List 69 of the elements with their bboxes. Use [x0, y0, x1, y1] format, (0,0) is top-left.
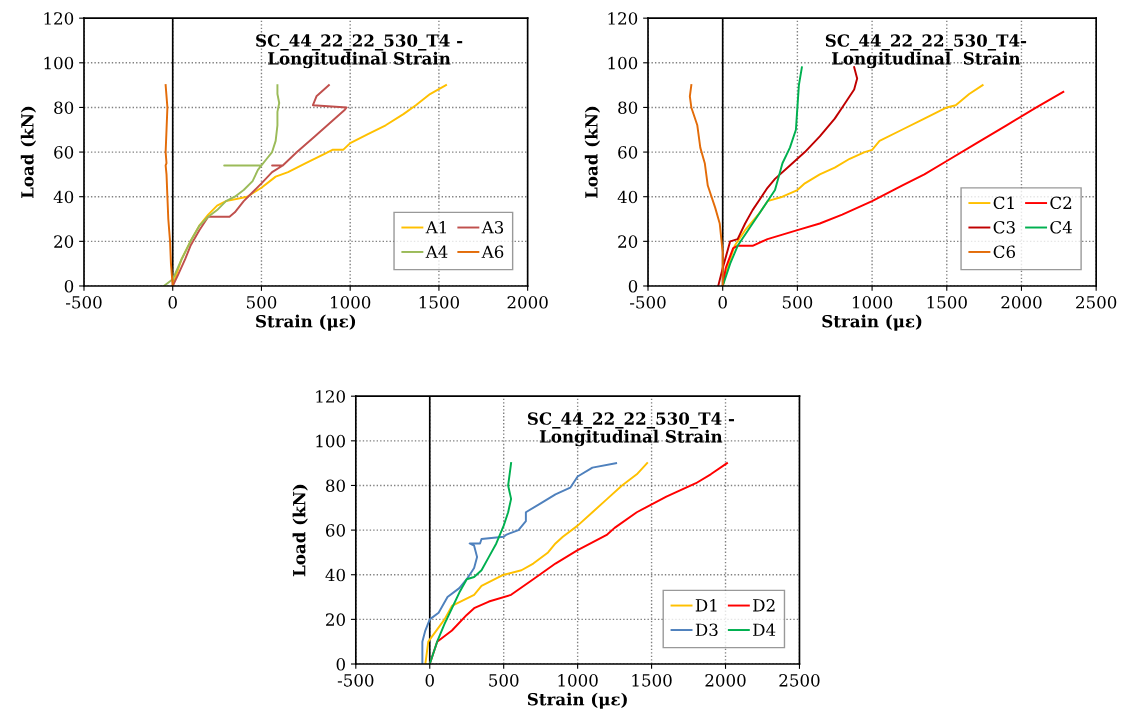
- x-tick-label: 1500: [927, 296, 967, 309]
- x-tick-label: 1000: [558, 674, 598, 687]
- legend-label: D2: [753, 599, 775, 612]
- y-tick-label: 40: [53, 190, 74, 204]
- legend-label: C1: [993, 196, 1014, 210]
- x-tick-label: 500: [489, 674, 519, 687]
- line-series: [162, 84, 281, 286]
- y-tick-label: 100: [608, 56, 638, 70]
- x-axis-title: Strain (με): [256, 314, 356, 331]
- y-tick-label: 80: [54, 101, 74, 115]
- legend-label: A1: [425, 220, 446, 234]
- legend-label: D4: [753, 623, 776, 636]
- legend-label: C6: [993, 245, 1016, 259]
- x-tick-label: -500: [630, 296, 666, 309]
- y-tick-label: 0: [628, 279, 638, 293]
- line-series: [164, 84, 174, 286]
- y-tick-label: 20: [54, 235, 74, 248]
- y-tick-label: 0: [336, 657, 345, 671]
- x-tick-label: 2000: [507, 296, 548, 309]
- y-tick-label: 60: [54, 146, 74, 159]
- x-tick-label: 2000: [705, 674, 746, 687]
- y-tick-label: 120: [44, 12, 74, 25]
- x-axis-title: Strain (με): [527, 692, 627, 709]
- y-tick-label: 20: [618, 235, 638, 248]
- y-tick-label: 100: [316, 434, 345, 448]
- text: SC_44_22_22_530_T4 - Longitudinal Strain: [527, 412, 734, 447]
- x-tick-label: 1500: [419, 296, 460, 309]
- y-tick-label: 40: [617, 190, 638, 204]
- text: SC_44_22_22_530_T4- Longitudinal Strain: [825, 34, 1027, 69]
- x-tick-label: 1500: [632, 674, 672, 687]
- x-tick-label: 500: [246, 296, 277, 309]
- legend-label: C3: [993, 220, 1015, 234]
- legend-label: C2: [1050, 196, 1072, 210]
- text: SC_44_22_22_530_T4 - Longitudinal Strain: [256, 34, 463, 69]
- x-tick-label: 1000: [852, 296, 893, 309]
- y-tick-label: 40: [325, 568, 345, 582]
- x-tick-label: 2500: [1076, 296, 1117, 309]
- y-tick-label: 60: [326, 524, 345, 537]
- line-series: [171, 84, 348, 286]
- x-tick-label: 0: [425, 674, 434, 687]
- y-tick-label: 100: [44, 56, 74, 70]
- x-tick-label: 500: [782, 296, 813, 309]
- x-tick-label: 0: [168, 296, 177, 309]
- x-tick-label: 1000: [331, 296, 371, 309]
- y-axis-title: Load (kN): [292, 484, 308, 577]
- x-tick-label: 2500: [779, 674, 820, 687]
- legend-label: D3: [695, 623, 718, 637]
- line-series: [688, 84, 724, 286]
- legend-label: C4: [1050, 220, 1072, 234]
- y-tick-label: 80: [326, 479, 345, 493]
- x-tick-label: 0: [718, 296, 727, 309]
- y-axis-title: Load (kN): [20, 106, 37, 199]
- x-tick-label: -500: [337, 674, 374, 687]
- y-axis-title: Load (kN): [584, 106, 601, 199]
- line-series: [721, 66, 803, 286]
- y-tick-label: 0: [64, 279, 74, 293]
- x-tick-label: -500: [66, 296, 102, 309]
- legend-label: A3: [481, 220, 504, 234]
- x-tick-label: 2000: [1001, 296, 1042, 309]
- legend-label: D1: [695, 599, 717, 612]
- y-tick-label: 80: [618, 101, 638, 115]
- y-tick-label: 60: [618, 146, 638, 159]
- y-tick-label: 20: [326, 613, 345, 626]
- y-tick-label: 120: [608, 12, 638, 25]
- y-tick-label: 120: [316, 390, 345, 403]
- line-series: [428, 462, 513, 665]
- legend-label: A6: [481, 245, 504, 259]
- legend-label: A4: [425, 245, 448, 258]
- x-axis-title: Strain (με): [822, 314, 922, 331]
